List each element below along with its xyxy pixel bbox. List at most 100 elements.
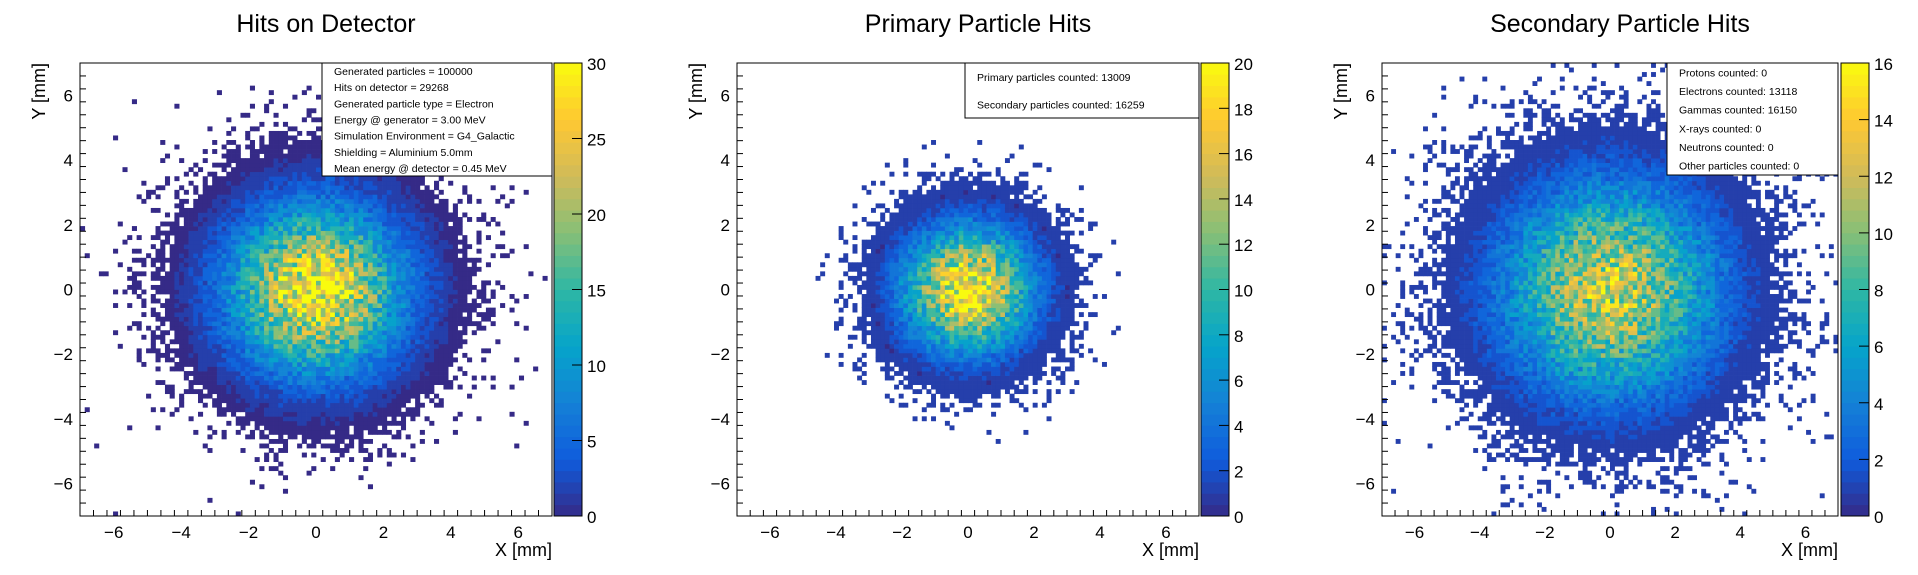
heatmap-cell xyxy=(188,348,194,354)
heatmap-cell xyxy=(330,380,336,385)
heatmap-cell xyxy=(254,203,260,209)
heatmap-cell xyxy=(367,375,373,381)
heatmap-cell xyxy=(367,402,373,408)
heatmap-cell xyxy=(278,398,284,404)
heatmap-cell xyxy=(861,253,867,259)
heatmap-cell xyxy=(231,212,237,218)
heatmap-cell xyxy=(282,289,289,295)
heatmap-cell xyxy=(931,316,937,322)
heatmap-cell xyxy=(174,230,180,236)
heatmap-cell xyxy=(207,226,213,231)
heatmap-cell xyxy=(903,226,909,231)
heatmap-cell xyxy=(254,221,260,227)
heatmap-cell xyxy=(898,321,904,327)
heatmap-cell xyxy=(438,402,444,408)
heatmap-cell xyxy=(921,375,927,381)
heatmap-cell xyxy=(301,262,307,268)
heatmap-cell xyxy=(349,375,355,381)
heatmap-cell xyxy=(212,384,218,390)
heatmap-cell xyxy=(419,384,425,390)
heatmap-cell xyxy=(183,207,189,213)
heatmap-cell xyxy=(306,361,312,367)
heatmap-cell xyxy=(940,180,946,186)
heatmap-cell xyxy=(894,339,900,345)
heatmap-cell xyxy=(273,153,279,159)
heatmap-cell xyxy=(297,284,303,290)
heatmap-cell xyxy=(311,262,317,268)
heatmap-cell xyxy=(349,198,355,204)
heatmap-cell xyxy=(179,244,185,250)
heatmap-cell xyxy=(282,235,289,241)
heatmap-cell xyxy=(231,375,237,381)
heatmap-cell xyxy=(349,284,355,290)
heatmap-cell xyxy=(297,221,303,227)
heatmap-cell xyxy=(226,230,232,236)
heatmap-cell xyxy=(325,361,331,367)
heatmap-cell xyxy=(273,257,279,263)
heatmap-cell xyxy=(259,389,265,395)
heatmap-cell xyxy=(931,257,937,263)
heatmap-cell xyxy=(264,298,270,304)
heatmap-cell xyxy=(155,235,161,241)
heatmap-cell xyxy=(349,266,355,272)
heatmap-cell xyxy=(320,230,326,236)
heatmap-cell xyxy=(400,361,407,367)
heatmap-cell xyxy=(183,339,189,345)
heatmap-cell xyxy=(838,235,844,241)
heatmap-cell xyxy=(866,289,872,295)
heatmap-cell xyxy=(921,348,927,354)
heatmap-cell xyxy=(353,389,359,395)
heatmap-cell xyxy=(931,221,937,227)
heatmap-cell xyxy=(344,375,350,381)
heatmap-cell xyxy=(325,194,331,200)
heatmap-cell xyxy=(216,348,222,354)
heatmap-cell xyxy=(306,144,312,150)
heatmap-cell xyxy=(935,221,941,227)
heatmap-cell xyxy=(330,212,336,218)
heatmap-cell xyxy=(509,294,515,299)
heatmap-cell xyxy=(325,189,331,195)
heatmap-cell xyxy=(259,325,265,331)
heatmap-cell xyxy=(306,248,312,254)
heatmap-cell xyxy=(127,266,133,272)
heatmap-cell xyxy=(330,294,336,299)
heatmap-cell xyxy=(221,230,227,236)
heatmap-cell xyxy=(907,226,913,231)
heatmap-cell xyxy=(857,289,863,295)
heatmap-cell xyxy=(917,330,923,336)
heatmap-cell xyxy=(377,380,383,385)
heatmap-cell xyxy=(198,221,204,227)
heatmap-cell xyxy=(500,244,506,250)
heatmap-cell xyxy=(935,198,941,204)
heatmap-cell xyxy=(875,312,881,318)
heatmap-cell xyxy=(226,149,232,154)
heatmap-cell xyxy=(221,330,227,336)
heatmap-cell xyxy=(193,334,199,340)
heatmap-cell xyxy=(866,303,872,308)
heatmap-cell xyxy=(377,321,383,327)
heatmap-cell xyxy=(926,248,932,254)
heatmap-cell xyxy=(254,262,260,268)
heatmap-cell xyxy=(880,303,886,308)
heatmap-cell xyxy=(457,307,463,313)
heatmap-cell xyxy=(259,235,265,241)
heatmap-cell xyxy=(282,371,289,376)
heatmap-cell xyxy=(306,217,312,222)
heatmap-cell xyxy=(292,434,298,440)
heatmap-cell xyxy=(306,244,312,250)
heatmap-cell xyxy=(405,407,411,413)
heatmap-cell xyxy=(448,312,454,318)
heatmap-cell xyxy=(344,207,350,213)
heatmap-cell xyxy=(434,226,440,231)
heatmap-cell xyxy=(259,298,265,304)
heatmap-cell xyxy=(259,352,265,358)
heatmap-cell xyxy=(245,112,251,118)
heatmap-cell xyxy=(334,217,340,222)
heatmap-cell xyxy=(183,348,189,354)
heatmap-cell xyxy=(249,275,255,281)
heatmap-cell xyxy=(935,239,941,245)
heatmap-cell xyxy=(254,280,260,286)
heatmap-cell xyxy=(415,239,421,245)
heatmap-cell xyxy=(367,230,373,236)
heatmap-cell xyxy=(880,235,886,241)
